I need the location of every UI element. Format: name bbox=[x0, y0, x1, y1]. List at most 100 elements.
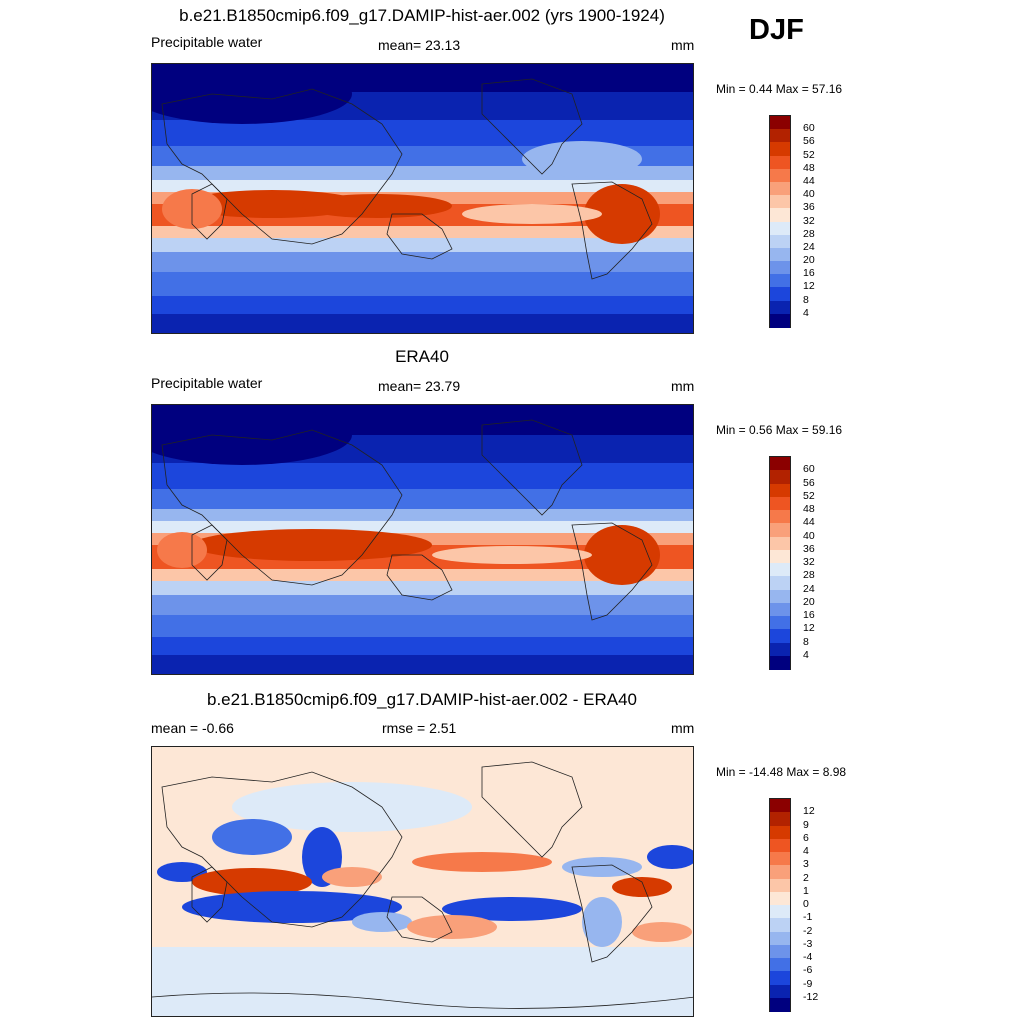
colorbar-swatch bbox=[770, 865, 790, 879]
colorbar-swatch bbox=[770, 247, 790, 262]
colorbar-tick-label: 2 bbox=[803, 871, 809, 884]
colorbar-tick-label: 8 bbox=[803, 635, 809, 648]
colorbar-swatch bbox=[770, 287, 790, 302]
colorbar-tick-label: 52 bbox=[803, 148, 815, 161]
colorbar-tick-label: 6 bbox=[803, 831, 809, 844]
colorbar-swatch bbox=[770, 470, 790, 484]
colorbar-tick-label: 32 bbox=[803, 556, 815, 568]
colorbar-tick-label: 28 bbox=[803, 569, 815, 582]
colorbar-tick-label: -12 bbox=[803, 990, 819, 1003]
colorbar-tick-label: 28 bbox=[803, 227, 815, 240]
panel-1-title: b.e21.B1850cmip6.f09_g17.DAMIP-hist-aer.… bbox=[179, 6, 665, 25]
colorbar-tick-label: 4 bbox=[803, 306, 809, 319]
colorbar-tick-label: -6 bbox=[803, 964, 813, 977]
colorbar-swatch bbox=[770, 483, 790, 498]
panel-1-map bbox=[151, 63, 694, 334]
colorbar-tick-label: 4 bbox=[803, 648, 809, 661]
colorbar-swatch bbox=[770, 181, 790, 196]
colorbar-tick-label: 44 bbox=[803, 516, 815, 529]
colorbar-tick-label: 40 bbox=[803, 529, 815, 542]
colorbar-swatch bbox=[770, 195, 790, 209]
colorbar-swatch bbox=[770, 457, 790, 471]
colorbar-tick-label: 36 bbox=[803, 542, 815, 555]
colorbar-tick-label: -2 bbox=[803, 924, 813, 937]
panel-2-title: ERA40 bbox=[395, 347, 449, 366]
panel-3-minmax: Min = -14.48 Max = 8.98 bbox=[716, 765, 847, 779]
colorbar-swatch bbox=[770, 616, 790, 630]
panel-3-title: b.e21.B1850cmip6.f09_g17.DAMIP-hist-aer.… bbox=[207, 690, 637, 709]
colorbar-swatch bbox=[770, 563, 790, 577]
colorbar-swatch bbox=[770, 261, 790, 275]
panel-3-map-graphic bbox=[152, 747, 693, 1016]
panel-3-rmse-label: rmse = 2.51 bbox=[382, 720, 457, 736]
panel-2-minmax: Min = 0.56 Max = 59.16 bbox=[716, 423, 843, 437]
panel-1-colorbar bbox=[769, 115, 791, 328]
colorbar-swatch bbox=[770, 891, 790, 906]
colorbar-tick-label: 4 bbox=[803, 845, 809, 857]
colorbar-tick-label: 36 bbox=[803, 201, 815, 214]
colorbar-swatch bbox=[770, 602, 790, 617]
colorbar-tick-label: 60 bbox=[803, 122, 815, 135]
colorbar-tick-label: 0 bbox=[803, 898, 809, 910]
colorbar-tick-label: 60 bbox=[803, 463, 815, 476]
colorbar-tick-label: 12 bbox=[803, 280, 815, 293]
colorbar-swatch bbox=[770, 878, 790, 893]
panel-3-mean-label: mean = -0.66 bbox=[151, 720, 234, 736]
colorbar-swatch bbox=[770, 155, 790, 170]
colorbar-swatch bbox=[770, 799, 790, 813]
colorbar-tick-label: 24 bbox=[803, 240, 815, 253]
colorbar-swatch bbox=[770, 510, 790, 524]
colorbar-tick-label: 56 bbox=[803, 135, 815, 148]
panel-1-mean-label: mean= 23.13 bbox=[378, 37, 461, 53]
colorbar-tick-label: 44 bbox=[803, 174, 815, 187]
colorbar-tick-label: 16 bbox=[803, 267, 815, 280]
colorbar-swatch bbox=[770, 142, 790, 157]
colorbar-tick-label: -1 bbox=[803, 911, 813, 924]
season-label: DJF bbox=[749, 14, 804, 46]
colorbar-tick-label: 3 bbox=[803, 858, 809, 871]
colorbar-swatch bbox=[770, 944, 790, 959]
colorbar-swatch bbox=[770, 168, 790, 183]
colorbar-tick-label: 9 bbox=[803, 818, 809, 831]
colorbar-swatch bbox=[770, 997, 790, 1012]
colorbar-swatch bbox=[770, 825, 790, 840]
colorbar-swatch bbox=[770, 496, 790, 511]
colorbar-swatch bbox=[770, 589, 790, 604]
colorbar-swatch bbox=[770, 958, 790, 972]
panel-2-units-label: mm bbox=[671, 378, 695, 394]
colorbar-swatch bbox=[770, 812, 790, 826]
colorbar-swatch bbox=[770, 536, 790, 551]
colorbar-swatch bbox=[770, 629, 790, 643]
panel-3-colorbar bbox=[769, 798, 791, 1012]
colorbar-tick-label: 20 bbox=[803, 595, 815, 608]
colorbar-swatch bbox=[770, 838, 790, 853]
colorbar-swatch bbox=[770, 655, 790, 670]
colorbar-swatch bbox=[770, 984, 790, 999]
colorbar-tick-label: 8 bbox=[803, 293, 809, 306]
colorbar-tick-label: 40 bbox=[803, 188, 815, 201]
colorbar-tick-label: 16 bbox=[803, 609, 815, 621]
colorbar-tick-label: 12 bbox=[803, 805, 815, 818]
panel-3-map bbox=[151, 746, 694, 1017]
colorbar-swatch bbox=[770, 852, 790, 866]
colorbar-swatch bbox=[770, 642, 790, 657]
colorbar-swatch bbox=[770, 918, 790, 932]
panel-1-units-label: mm bbox=[671, 37, 695, 53]
colorbar-tick-label: 48 bbox=[803, 503, 815, 515]
colorbar-swatch bbox=[770, 234, 790, 249]
colorbar-tick-label: -4 bbox=[803, 951, 813, 963]
colorbar-swatch bbox=[770, 208, 790, 222]
colorbar-swatch bbox=[770, 931, 790, 946]
colorbar-swatch bbox=[770, 313, 790, 328]
colorbar-tick-label: 1 bbox=[803, 884, 809, 897]
colorbar-tick-label: 52 bbox=[803, 489, 815, 502]
colorbar-tick-label: -9 bbox=[803, 977, 813, 990]
colorbar-tick-label: 20 bbox=[803, 254, 815, 267]
colorbar-swatch bbox=[770, 905, 790, 919]
colorbar-tick-label: -3 bbox=[803, 937, 813, 950]
panel-1-minmax: Min = 0.44 Max = 57.16 bbox=[716, 82, 843, 96]
panel-2-mean-label: mean= 23.79 bbox=[378, 378, 461, 394]
colorbar-swatch bbox=[770, 523, 790, 537]
colorbar-swatch bbox=[770, 129, 790, 143]
panel-1-map-graphic bbox=[152, 64, 693, 333]
